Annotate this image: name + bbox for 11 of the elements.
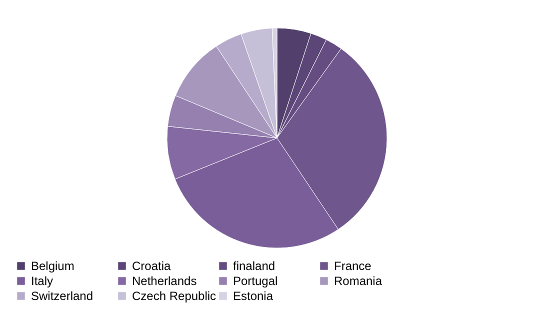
legend-label: France [334, 259, 372, 273]
legend-label: Switzerland [31, 289, 94, 303]
legend-label: Czech Republic [132, 289, 216, 303]
legend-label: Belgium [31, 259, 74, 273]
legend-label: Netherlands [132, 274, 197, 288]
legend-label: Italy [31, 274, 54, 288]
legend-label: Portugal [233, 274, 278, 288]
legend-label: Estonia [233, 289, 274, 303]
legend-label: finaland [233, 259, 276, 273]
legend-label: Croatia [132, 259, 172, 273]
legend-label: Romania [334, 274, 382, 288]
